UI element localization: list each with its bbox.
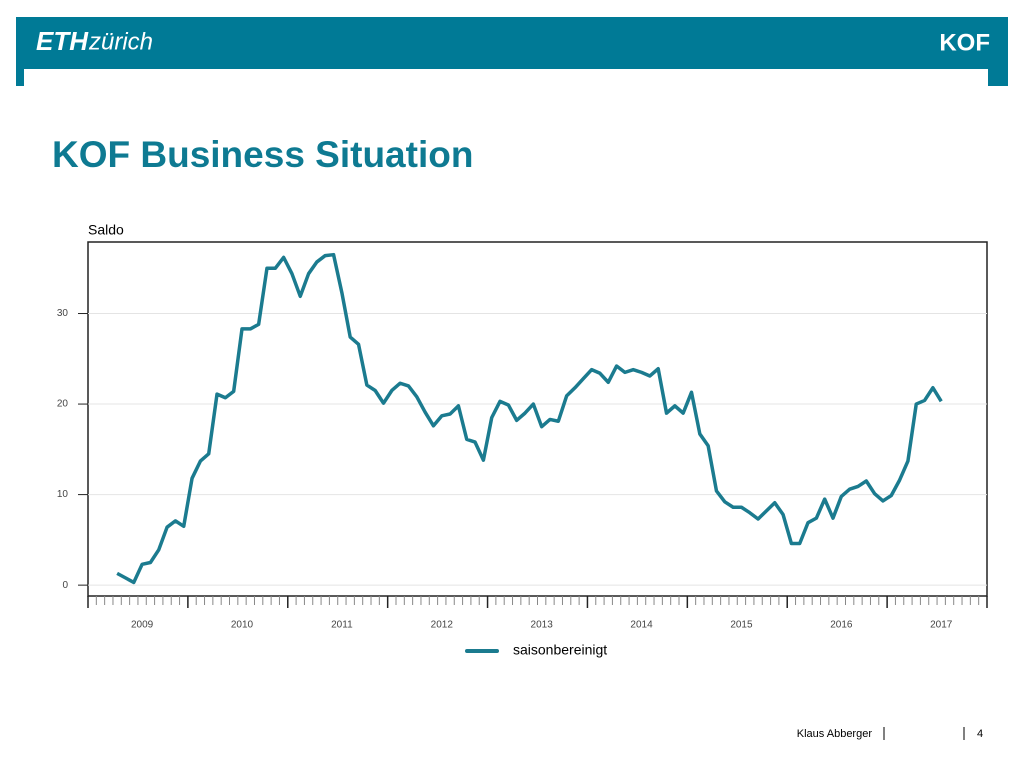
x-tick-label: 2016 [830, 620, 853, 631]
x-tick-label: 2014 [630, 620, 653, 631]
header-bar [16, 17, 1008, 69]
x-tick-label: 2017 [930, 620, 953, 631]
logo-eth: ETH [36, 26, 89, 56]
chart-title: KOF Business Situation [52, 134, 473, 175]
footer-page: 4 [977, 728, 983, 740]
y-axis-label: Saldo [88, 222, 124, 238]
y-tick-label: 20 [57, 399, 69, 410]
y-tick-label: 10 [57, 489, 69, 500]
header-tab [16, 69, 24, 86]
x-tick-label: 2009 [131, 620, 154, 631]
x-tick-label: 2011 [331, 620, 353, 631]
logo-kof: KOF [939, 29, 990, 56]
header-tab [988, 69, 1008, 86]
footer-author: Klaus Abberger [797, 728, 873, 740]
logo-zurich: zürich [88, 28, 153, 55]
x-tick-label: 2010 [231, 620, 254, 631]
data-line [116, 252, 943, 585]
y-tick-label: 30 [57, 308, 69, 319]
y-tick-label: 0 [62, 580, 68, 591]
x-tick-label: 2012 [431, 620, 454, 631]
legend-label: saisonbereinigt [513, 642, 607, 658]
x-tick-label: 2015 [730, 620, 753, 631]
x-tick-label: 2013 [531, 620, 554, 631]
